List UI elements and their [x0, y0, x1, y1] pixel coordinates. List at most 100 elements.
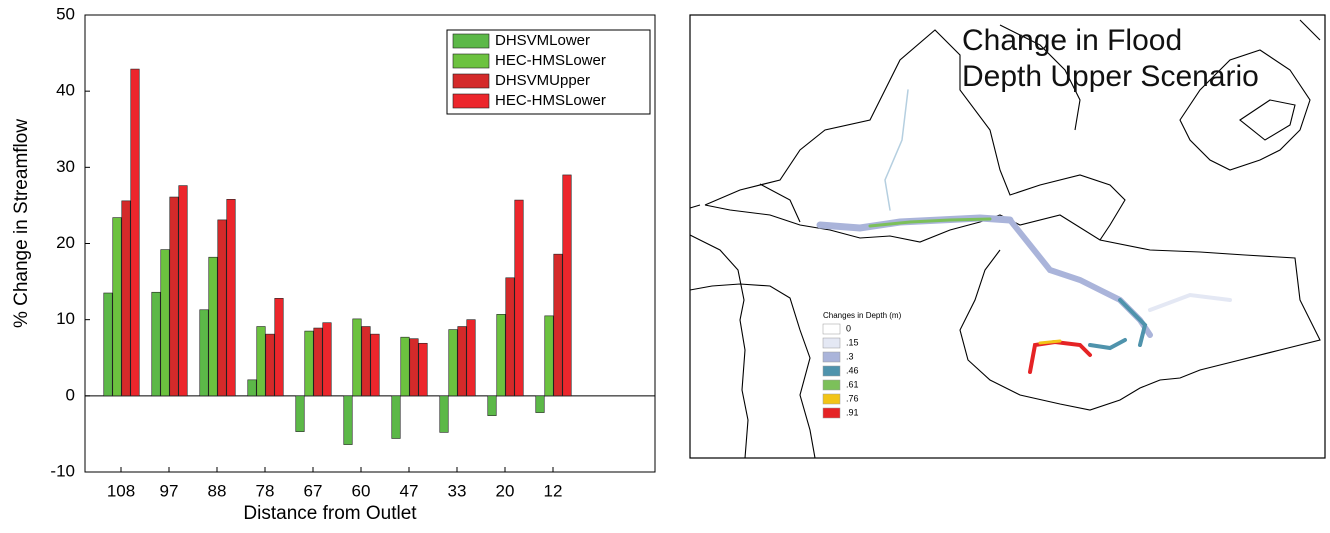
bar [322, 322, 332, 397]
map-boundaries [689, 19, 1321, 459]
map-legend-label: .76 [846, 393, 859, 403]
river-segment [1038, 339, 1062, 345]
bar [496, 314, 506, 397]
x-tick-label: 67 [304, 481, 323, 500]
map-title: Change in Flood [962, 24, 1182, 57]
bar [295, 395, 305, 432]
map-frame [689, 14, 1326, 459]
bar [274, 298, 284, 397]
map-legend-label: .91 [846, 407, 859, 417]
bar [103, 292, 113, 397]
bar [151, 291, 161, 397]
map-legend-swatch [822, 407, 841, 419]
bar [121, 200, 131, 397]
bar [466, 319, 476, 397]
bar [247, 379, 257, 397]
bar [199, 309, 209, 397]
bar [418, 342, 428, 397]
bar [361, 326, 371, 397]
x-tick-label: 12 [544, 481, 563, 500]
coastline [689, 283, 816, 459]
bar [352, 318, 362, 397]
map-title: Depth Upper Scenario [962, 60, 1259, 93]
bar [562, 174, 572, 397]
river-segment [868, 217, 992, 228]
coastline [689, 183, 801, 223]
shoreline [1239, 99, 1296, 141]
legend-swatch [452, 93, 490, 109]
legend-label: DHSVMLower [495, 32, 590, 49]
bar [409, 338, 419, 397]
watershed [704, 204, 1321, 411]
x-tick-label: 108 [107, 481, 135, 500]
bar [178, 185, 188, 397]
bar [544, 315, 554, 397]
river-segment [1118, 298, 1148, 347]
river-segment [884, 89, 909, 211]
bar [304, 330, 314, 397]
bar [400, 336, 410, 397]
coastline [689, 234, 749, 459]
y-axis-label: % Change in Streamflow [11, 119, 32, 328]
shoreline [999, 19, 1321, 131]
bar [448, 329, 458, 397]
bar [169, 196, 179, 397]
y-tick-label: 30 [56, 157, 75, 176]
bar [505, 277, 515, 397]
bar [514, 199, 524, 397]
x-tick-label: 47 [400, 481, 419, 500]
bar [112, 217, 122, 397]
y-tick-label: -10 [50, 461, 75, 480]
map-legend-label: .15 [846, 337, 859, 347]
y-tick-label: 40 [56, 81, 75, 100]
x-tick-label: 88 [208, 481, 227, 500]
legend-swatch [452, 53, 490, 69]
map-legend-title: Changes in Depth (m) [823, 311, 902, 320]
y-tick-label: 0 [66, 385, 75, 404]
bar [256, 326, 266, 397]
legend-label: DHSVMUpper [495, 72, 590, 89]
map-legend-swatch [822, 337, 841, 349]
bar [391, 395, 401, 439]
shoreline [1179, 49, 1311, 171]
map-legend-swatch [822, 365, 841, 377]
bar [313, 327, 323, 397]
x-tick-label: 60 [352, 481, 371, 500]
map-legend-label: .46 [846, 365, 859, 375]
map-legend-swatch [822, 379, 841, 391]
x-axis-label: Distance from Outlet [243, 503, 417, 524]
y-tick-label: 20 [56, 233, 75, 252]
x-tick-label: 97 [160, 481, 179, 500]
y-tick-label: 50 [56, 4, 75, 23]
watershed [704, 29, 1126, 241]
y-tick-label: 10 [56, 309, 75, 328]
x-tick-label: 20 [496, 481, 515, 500]
flood-river [816, 89, 1232, 374]
legend-label: HEC-HMSLower [495, 92, 606, 109]
bar [208, 256, 218, 397]
map-legend-swatch [822, 351, 841, 363]
bar [487, 395, 497, 416]
map-legend-label: .3 [846, 351, 854, 361]
bar [217, 219, 227, 397]
legend-label: HEC-HMSLower [495, 52, 606, 69]
bar [439, 395, 449, 433]
bar [160, 249, 170, 397]
bar [343, 395, 353, 445]
map-legend-label: .61 [846, 379, 859, 389]
legend-swatch [452, 33, 490, 49]
bar [370, 333, 380, 397]
x-tick-label: 78 [256, 481, 275, 500]
legend-swatch [452, 73, 490, 89]
x-tick-label: 33 [448, 481, 467, 500]
bar [553, 253, 563, 397]
river-segment [1088, 338, 1127, 351]
bar [265, 333, 275, 397]
bar [457, 326, 467, 397]
bar [226, 199, 236, 397]
map-legend-label: 0 [846, 323, 851, 333]
map-legend-swatch [822, 393, 841, 405]
